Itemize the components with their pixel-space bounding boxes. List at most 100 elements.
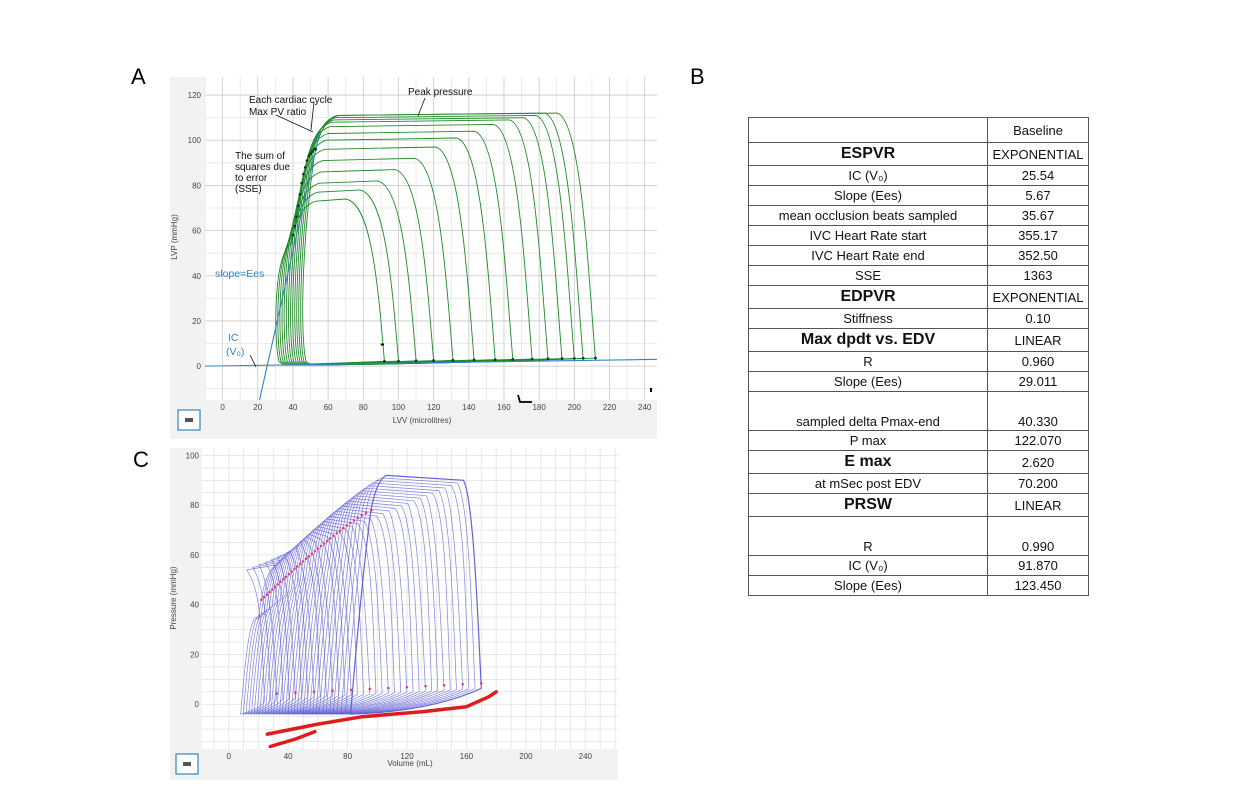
annotation-sse-3: to error	[235, 173, 268, 184]
espvr-point-c	[370, 508, 373, 512]
espvr-point-c	[342, 526, 345, 530]
edpvr-point-a	[594, 356, 597, 360]
edpvr-point-a	[546, 357, 550, 361]
annotation-sse-4: (SSE)	[235, 184, 262, 195]
table-row-label: sampled delta Pmax-end	[748, 391, 988, 431]
espvr-point-a	[310, 150, 314, 153]
table-row: IVC Heart Rate start 355.17	[748, 225, 1089, 246]
chart-a-ylabel: LVP (mmHg)	[170, 214, 179, 260]
chart-c-y-tick-label: 100	[186, 451, 200, 460]
edpvr-point-c	[349, 688, 353, 692]
annotation-ic-v0: (V₀)	[226, 346, 244, 358]
espvr-point-c	[281, 577, 285, 581]
table-row-value: 1363	[987, 265, 1089, 286]
chart-c-y-tick-label: 40	[190, 601, 199, 610]
table-row-label: mean occlusion beats sampled	[748, 205, 988, 226]
table-row: Max dpdt vs. EDV LINEAR	[748, 328, 1089, 352]
chart-a-x-tick-label: 200	[568, 403, 582, 412]
table-row-label: ESPVR	[748, 142, 988, 166]
pv-loop-c	[344, 477, 476, 715]
chart-c-x-tick-label: 200	[519, 752, 533, 761]
chart-a-x-tick-label: 120	[427, 403, 441, 412]
espvr-point-a	[303, 165, 307, 169]
espvr-point-a	[307, 154, 311, 158]
chart-c-ylabel: Pressure (mmHg)	[170, 566, 178, 629]
table-row-value: LINEAR	[987, 493, 1089, 517]
edpvr-red-line-short	[268, 729, 317, 749]
chart-c-x-tick-label: 80	[343, 752, 352, 761]
annotation-slope: slope=Ees	[215, 268, 264, 280]
table-row: PRSW LINEAR	[748, 493, 1089, 517]
chart-c-control-button[interactable]	[175, 753, 199, 775]
pv-loop-c	[287, 521, 371, 715]
espvr-point-c	[335, 531, 339, 535]
espvr-point-c	[290, 570, 293, 573]
table-row: IC (V₀) 91.870	[748, 555, 1089, 576]
table-row-label: SSE	[748, 265, 988, 286]
chart-c-y-tick-label: 80	[190, 501, 199, 510]
espvr-point-c	[273, 585, 277, 589]
table-row-value: 5.67	[987, 185, 1089, 206]
table-row: Slope (Ees) 29.011	[748, 371, 1089, 392]
table-row-value: 123.450	[987, 575, 1089, 596]
pv-loop-c	[264, 541, 321, 715]
table-header-baseline: Baseline	[987, 117, 1089, 143]
edpvr-point-c	[294, 691, 297, 695]
espvr-point-c	[325, 539, 329, 543]
chart-a-xlabel: LVV (microlitres)	[393, 416, 452, 425]
espvr-point-c	[287, 572, 291, 576]
pv-loop-c	[290, 518, 377, 715]
espvr-point-c	[307, 554, 311, 558]
table-row-label: Slope (Ees)	[748, 185, 988, 206]
table-row: SSE 1363	[748, 265, 1089, 286]
chart-a-x-tick-label: 40	[288, 403, 297, 412]
chart-a-edge-mark	[650, 388, 652, 392]
edpvr-point-c	[405, 685, 409, 689]
pv-loop-c	[259, 546, 309, 715]
espvr-point-c	[310, 552, 314, 555]
hemodynamics-table: Baseline ESPVR EXPONENTIAL IC (V₀) 25.54 Slo…	[748, 117, 1089, 596]
table-row: P max 122.070	[748, 430, 1089, 451]
espvr-point-c	[262, 595, 266, 599]
pv-loop-c	[299, 510, 395, 715]
chart-control-icon	[185, 418, 193, 422]
espvr-point-c	[265, 593, 269, 596]
table-row-value: 40.330	[987, 391, 1089, 431]
pv-loop-c	[242, 562, 280, 715]
espvr-point-c	[332, 534, 335, 538]
chart-a-x-tick-label: 0	[220, 403, 225, 412]
espvr-point-c	[298, 562, 302, 566]
espvr-point-c	[260, 598, 263, 602]
table-header-row: Baseline	[748, 117, 1089, 143]
espvr-point-c	[356, 516, 360, 520]
table-row-label: Slope (Ees)	[748, 575, 988, 596]
chart-a-x-tick-label: 100	[392, 403, 406, 412]
pv-loop-c	[329, 487, 451, 715]
table-row-value: 0.10	[987, 308, 1089, 329]
table-row-label: Stiffness	[748, 308, 988, 329]
chart-a-y-tick-label: 0	[197, 362, 202, 371]
chart-a-x-tick-label: 140	[462, 403, 476, 412]
pv-loop-c	[253, 551, 296, 715]
table-row-value: LINEAR	[987, 328, 1089, 352]
chart-a-control-button[interactable]	[177, 409, 201, 431]
edpvr-point-a	[382, 359, 386, 363]
table-row-value: 29.011	[987, 371, 1089, 392]
edpvr-point-c	[275, 692, 279, 695]
espvr-point-c	[322, 542, 326, 545]
table-row-value: EXPONENTIAL	[987, 142, 1089, 166]
table-row: Slope (Ees) 5.67	[748, 185, 1089, 206]
edpvr-point-a	[493, 358, 497, 362]
table-row-label: PRSW	[748, 493, 988, 517]
espvr-point-c	[293, 567, 296, 571]
table-row: ESPVR EXPONENTIAL	[748, 142, 1089, 166]
pv-loop-c	[240, 564, 277, 715]
table-row: Slope (Ees) 123.450	[748, 575, 1089, 596]
chart-a-svg: 0 20 40 60 80 100 120 0 20 40 60 80 100 120 140 160 180…	[170, 77, 657, 439]
espvr-point-a	[302, 172, 305, 176]
chart-c-y-tick-label: 20	[190, 650, 199, 659]
espvr-point-c	[352, 519, 356, 522]
table-row: EDPVR EXPONENTIAL	[748, 285, 1089, 309]
annotation-arrow-ic	[249, 354, 257, 368]
edpvr-point-a	[530, 357, 534, 361]
